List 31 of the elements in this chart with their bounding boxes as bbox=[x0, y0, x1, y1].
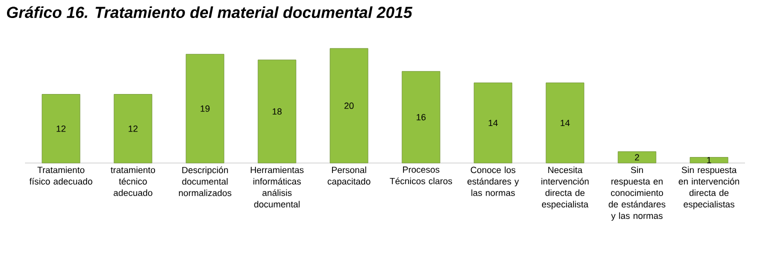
data-label: 2 bbox=[634, 154, 640, 160]
x-tick-label: Conoce los estándares y las normas bbox=[467, 166, 519, 196]
bar bbox=[330, 48, 368, 164]
data-label: 14 bbox=[488, 120, 498, 126]
bar bbox=[474, 82, 512, 164]
chart-title: Gráfico 16. Tratamiento del material documental 2015 bbox=[6, 6, 412, 18]
x-tick-label: Tratamiento físico adecuado bbox=[29, 166, 92, 185]
data-label: 1 bbox=[707, 157, 712, 164]
data-label: 16 bbox=[416, 114, 426, 120]
bar bbox=[186, 54, 224, 164]
data-label: 14 bbox=[560, 120, 570, 126]
bar bbox=[258, 60, 296, 164]
bar bbox=[618, 151, 656, 164]
bar bbox=[690, 157, 728, 164]
x-tick-label: tratamiento técnico adecuado bbox=[110, 166, 156, 196]
x-tick-label: Procesos Técnicos claros bbox=[390, 166, 452, 184]
bar bbox=[42, 94, 80, 164]
x-tick-label: Herramientas informáticas análisis documental bbox=[250, 166, 304, 208]
data-label: 18 bbox=[272, 108, 282, 115]
x-tick-label: Personal capacitado bbox=[328, 166, 370, 186]
bar bbox=[402, 71, 440, 164]
bar bbox=[546, 82, 584, 164]
x-tick-label: Sin respuesta en conocimiento de estándares y las normas bbox=[608, 166, 666, 221]
data-label: 12 bbox=[128, 125, 138, 132]
x-tick-label: Necesita intervención directa de especialista bbox=[541, 166, 589, 210]
bar bbox=[114, 94, 152, 164]
data-label: 19 bbox=[200, 105, 210, 112]
data-label: 12 bbox=[56, 125, 66, 132]
x-tick-label: Descripción documental normalizados bbox=[178, 166, 232, 196]
x-tick-label: Sin respuesta en intervención directa de especialistas bbox=[678, 166, 740, 210]
data-label: 20 bbox=[344, 102, 354, 109]
